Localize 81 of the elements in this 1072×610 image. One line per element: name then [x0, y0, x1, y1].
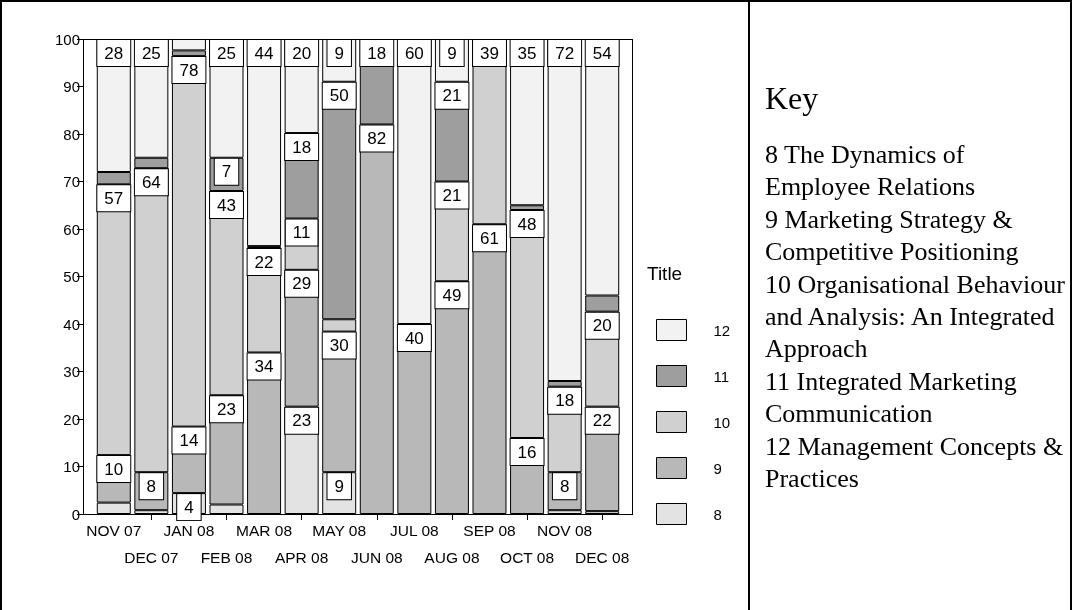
- data-label: 28: [104, 43, 124, 63]
- y-tick-label: 90: [63, 78, 80, 95]
- x-tick-label: MAY 08: [312, 522, 367, 539]
- data-label: 16: [517, 442, 537, 462]
- legend-label: 11: [713, 367, 730, 385]
- text: 9 Marketing Strategy & Competitive Positioning: [765, 203, 1020, 269]
- data-label: 34: [254, 357, 274, 376]
- text: Key: [765, 79, 819, 117]
- x-tick-label: AUG 08: [424, 549, 480, 566]
- data-label: 25: [217, 43, 236, 63]
- legend-label: 9: [713, 459, 722, 477]
- data-label: 25: [141, 43, 161, 63]
- x-tick-label: FEB 08: [200, 549, 253, 566]
- y-tick-label: 10: [63, 458, 80, 475]
- data-label: 35: [517, 43, 537, 63]
- data-label: 9: [447, 43, 457, 63]
- data-label: 64: [141, 172, 161, 192]
- data-label: 21: [442, 86, 462, 106]
- data-label: 4: [184, 497, 194, 517]
- data-label: 40: [404, 328, 424, 348]
- legend-title: Title: [647, 263, 683, 284]
- x-tick-label: SEP 08: [463, 522, 516, 539]
- data-label: 22: [254, 252, 274, 272]
- data-label: 22: [592, 411, 612, 431]
- y-tick-label: 70: [63, 173, 80, 190]
- data-label: 49: [442, 285, 462, 305]
- data-label: 8: [146, 476, 157, 496]
- data-label: 82: [367, 129, 387, 148]
- data-label: 10: [104, 459, 124, 479]
- data-label: 30: [329, 336, 349, 356]
- data-label: 18: [292, 137, 312, 157]
- data-label: 48: [517, 214, 537, 234]
- data-label: 21: [442, 186, 462, 205]
- x-tick-label: DEC 07: [124, 549, 179, 566]
- y-tick-label: 40: [63, 315, 80, 333]
- x-tick-label: JAN 08: [163, 522, 215, 539]
- data-label: 61: [480, 228, 499, 248]
- data-label: 29: [292, 274, 312, 294]
- y-tick-label: 50: [63, 268, 80, 285]
- y-tick-label: 30: [63, 363, 80, 380]
- x-tick-label: APR 08: [274, 549, 329, 566]
- x-tick-label: NOV 08: [537, 522, 593, 539]
- data-label: 43: [217, 195, 236, 215]
- data-label: 78: [179, 60, 199, 80]
- x-tick-label: JUN 08: [350, 549, 403, 566]
- data-label: 18: [367, 43, 387, 63]
- text: 12 Management Concepts & Practices: [765, 430, 1065, 496]
- data-label: 7: [221, 162, 232, 182]
- data-label: 60: [404, 43, 424, 63]
- text: 10 Organisational Behaviour and Analysis: An Integrated Approach: [765, 268, 1066, 366]
- x-tick-label: NOV 07: [86, 522, 142, 539]
- data-label: 50: [329, 86, 349, 106]
- data-label: 8: [559, 476, 570, 496]
- legend-label: 10: [713, 413, 731, 431]
- y-tick-label: 100: [54, 30, 80, 48]
- data-label: 18: [555, 391, 575, 411]
- data-label: 11: [292, 223, 311, 243]
- data-label: 57: [104, 188, 124, 208]
- x-tick-label: JUL 08: [390, 522, 439, 539]
- data-label: 23: [217, 399, 236, 419]
- y-tick-label: 20: [63, 410, 80, 428]
- data-label: 20: [592, 316, 612, 336]
- data-label: 23: [292, 411, 312, 431]
- data-label: 14: [179, 431, 199, 451]
- y-tick-label: 80: [63, 125, 80, 143]
- legend-label: 12: [713, 321, 731, 339]
- data-label: 72: [555, 43, 575, 63]
- y-tick-label: 60: [63, 220, 80, 238]
- y-tick-label: 0: [71, 505, 80, 523]
- text: 8 The Dynamics of Employee Relations: [765, 139, 977, 204]
- x-tick-label: MAR 08: [236, 522, 293, 539]
- legend-label: 8: [713, 505, 722, 523]
- data-label: 9: [334, 43, 344, 63]
- data-label: 54: [592, 43, 612, 63]
- x-tick-label: OCT 08: [500, 549, 555, 566]
- data-label: 9: [334, 476, 344, 496]
- x-tick-label: DEC 08: [575, 549, 630, 566]
- data-label: 20: [292, 43, 312, 63]
- data-label: 44: [254, 43, 274, 63]
- text: 11 Integrated Marketing Communication: [765, 365, 1018, 431]
- data-label: 39: [480, 43, 499, 63]
